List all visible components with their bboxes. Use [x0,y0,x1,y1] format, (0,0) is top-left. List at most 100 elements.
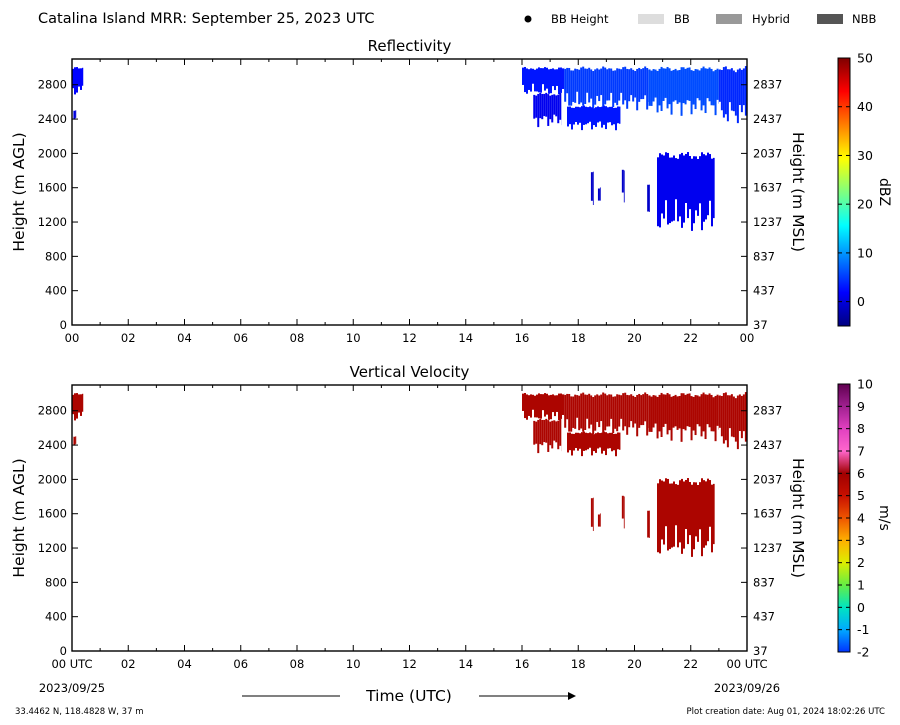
reflectivity-echo-column [617,106,619,124]
reflectivity-echo-region [718,66,748,124]
velocity-echo-column [543,419,546,443]
reflectivity-echo-column [726,69,729,122]
velocity-echo-column [534,395,536,418]
reflectivity-echo-region [597,187,601,201]
velocity-echo-column [709,480,711,527]
velocity-colorbar-tick-label: 7 [857,444,865,459]
reflectivity-echo-column [606,69,609,101]
reflectivity-plot-area [72,59,747,325]
reflectivity-echo-column [600,68,603,96]
reflectivity-echo-column [605,106,607,130]
velocity-echo-column [557,420,560,450]
reflectivity-y-label: Height (m AGL) [10,132,28,251]
reflectivity-echo-column [575,106,577,123]
velocity-echo-column [593,434,595,452]
reflectivity-x-tick-label: 20 [627,331,642,345]
reflectivity-echo-column [547,94,550,126]
velocity-echo-region [590,497,594,532]
velocity-echo-column [582,392,585,432]
velocity-echo-column [553,420,556,441]
reflectivity-echo-column [694,69,697,110]
velocity-echo-column [695,482,697,537]
velocity-echo-column [682,393,685,430]
reflectivity-echo-column [704,68,707,114]
reflectivity-echo-column [688,67,691,101]
reflectivity-x-tick-label: 10 [346,331,361,345]
reflectivity-echo-column [638,67,641,102]
reflectivity-echo-column [690,70,693,115]
velocity-echo-column [678,395,681,429]
reflectivity-echo-column [601,106,603,128]
reflectivity-echo-column [570,70,573,106]
velocity-echo-column [576,395,579,418]
reflectivity-echo-column [542,68,544,85]
reflectivity-x-tick-label: 16 [515,331,530,345]
reflectivity-echo-column [564,68,567,102]
velocity-echo-column [556,395,558,412]
reflectivity-x-tick-label: 18 [571,331,586,345]
reflectivity-echo-column [668,68,671,105]
velocity-echo-column [693,482,695,550]
velocity-echo-column [592,497,594,532]
velocity-echo-column [587,433,589,450]
reflectivity-echo-column [657,157,659,227]
velocity-y-tick-label: 1600 [38,507,67,521]
reflectivity-title: Reflectivity [368,37,452,55]
velocity-echo-column [713,483,715,545]
velocity-echo-column [605,432,607,456]
reflectivity-echo-column [537,93,540,128]
reflectivity-echo-column [551,94,554,123]
reflectivity-x-tick-label: 22 [683,331,698,345]
velocity-echo-column [598,395,601,428]
reflectivity-echo-column [713,157,715,219]
velocity-x-tick-label: 02 [121,657,136,671]
velocity-echo-region [657,478,715,557]
reflectivity-echo-column [544,67,546,91]
reflectivity-echo-column [689,156,691,210]
velocity-echo-column [681,478,683,554]
reflectivity-echo-column [592,71,595,109]
velocity-echo-column [636,394,639,437]
reflectivity-echo-column [558,67,560,95]
reflectivity-echo-column [648,69,651,106]
reflectivity-echo-column [590,69,593,99]
reflectivity-echo-column [613,107,615,125]
velocity-echo-column [720,395,723,437]
reflectivity-y-right-tick-label: 2837 [753,78,782,92]
reflectivity-x-tick-label: 04 [177,331,192,345]
velocity-echo-region [647,510,650,538]
velocity-echo-column [596,394,599,422]
velocity-echo-column [634,396,637,424]
reflectivity-echo-column [538,67,540,93]
velocity-echo-region [567,431,621,457]
velocity-echo-column [700,394,703,437]
reflectivity-echo-column [72,68,74,89]
reflectivity-echo-column [82,67,84,86]
velocity-echo-column [704,394,707,440]
reflectivity-echo-column [632,69,635,102]
reflectivity-echo-column [554,69,556,91]
reflectivity-echo-column [642,68,645,100]
reflectivity-echo-column [670,70,673,115]
bb-height-legend-label: BB Height [551,12,609,26]
velocity-echo-column [573,433,575,451]
velocity-colorbar-tick-label: -1 [857,622,869,637]
reflectivity-echo-column [626,68,629,109]
reflectivity-echo-column [585,106,587,125]
x-axis-arrowhead-icon [568,692,576,700]
reflectivity-colorbar-tick-label: 10 [857,245,873,260]
velocity-echo-column [701,478,703,557]
reflectivity-echo-column [709,154,711,201]
velocity-echo-column [581,432,583,457]
reflectivity-echo-column [744,66,747,116]
reflectivity-echo-column [708,67,711,102]
reflectivity-y-right-tick-label: 37 [753,318,768,332]
velocity-echo-column [624,392,627,427]
reflectivity-echo-column [576,69,579,92]
reflectivity-echo-column [532,68,534,84]
velocity-y-tick-label: 2000 [38,472,67,486]
reflectivity-echo-column [524,66,526,93]
velocity-echo-column [532,394,534,410]
dbz-colorbar-ticks: 0 10 20 30 40 50 [838,51,873,309]
reflectivity-y-right-tick-label: 837 [753,249,775,263]
